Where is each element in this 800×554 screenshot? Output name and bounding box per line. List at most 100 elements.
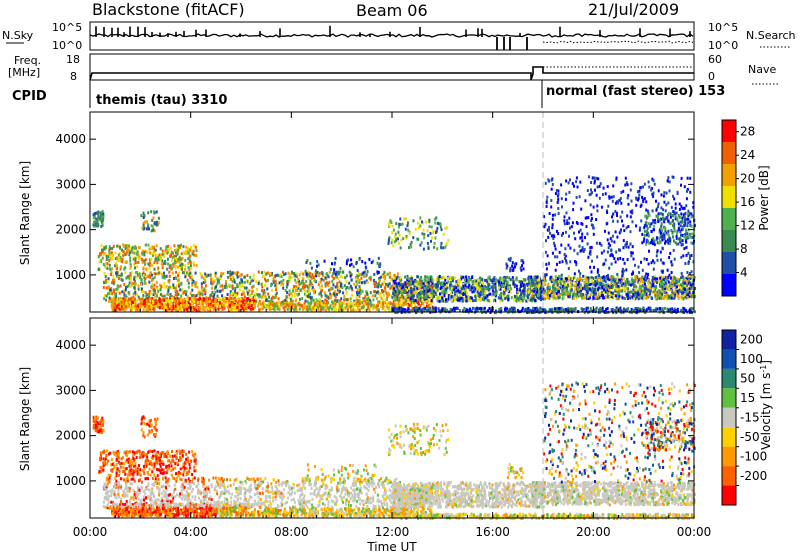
scatter-cell (378, 283, 381, 287)
scatter-cell (180, 243, 182, 247)
scatter-cell (397, 303, 400, 307)
scatter-cell (491, 289, 494, 293)
scatter-cell (300, 303, 303, 307)
scatter-cell (410, 245, 413, 249)
scatter-cell (318, 280, 321, 284)
scatter-cell (142, 221, 145, 225)
scatter-cell (442, 299, 445, 303)
scatter-cell (139, 276, 142, 279)
scatter-cell (423, 289, 426, 293)
scatter-cell (477, 286, 480, 290)
scatter-cell (360, 281, 363, 285)
scatter-cell (369, 275, 372, 279)
scatter-cell (425, 309, 428, 313)
scatter-cell (484, 278, 487, 282)
scatter-cell (451, 298, 453, 302)
scatter-cell (171, 266, 174, 270)
scatter-cell (214, 290, 217, 294)
scatter-cell (116, 273, 119, 277)
scatter-cell (119, 284, 122, 288)
scatter-cell (118, 291, 121, 295)
sky-left-tick-bottom: 10^0 (52, 39, 82, 52)
scatter-cell (283, 303, 286, 307)
scatter-cell (278, 304, 281, 308)
scatter-cell (111, 292, 114, 296)
scatter-cell (501, 298, 504, 302)
scatter-cell (113, 264, 116, 268)
scatter-cell (424, 284, 427, 288)
scatter-cell (389, 219, 392, 223)
scatter-cell (298, 289, 301, 292)
scatter-cell (153, 283, 156, 287)
scatter-cell (503, 280, 506, 284)
scatter-cell (296, 303, 299, 306)
scatter-cell (159, 247, 162, 251)
scatter-cell (362, 299, 365, 303)
scatter-cell (403, 217, 405, 221)
scatter-cell (125, 286, 127, 289)
scatter-cell (146, 223, 149, 227)
scatter-cell (539, 292, 542, 295)
scatter-cell (103, 281, 106, 285)
scatter-cell (504, 288, 507, 292)
scatter-cell (380, 304, 383, 308)
scatter-cell (346, 305, 349, 309)
scatter-cell (133, 277, 136, 281)
scatter-cell (322, 301, 325, 305)
scatter-cell (196, 300, 199, 304)
scatter-cell (286, 282, 289, 286)
scatter-cell (341, 286, 344, 290)
scatter-cell (455, 306, 458, 310)
scatter-cell (440, 291, 443, 295)
scatter-cell (156, 287, 159, 291)
scatter-cell (593, 308, 596, 312)
scatter-cell (320, 292, 322, 296)
scatter-cell (218, 281, 221, 285)
scatter-cell (230, 307, 233, 311)
scatter-cell (252, 297, 255, 301)
scatter-cell (393, 295, 396, 299)
scatter-cell (284, 288, 287, 292)
scatter-cell (437, 278, 440, 282)
scatter-cell (212, 295, 215, 299)
scatter-cell (152, 254, 155, 257)
cpid-label: CPID (12, 89, 47, 104)
scatter-cell (346, 308, 349, 312)
scatter-cell (364, 274, 367, 278)
scatter-cell (394, 235, 396, 239)
scatter-cell (116, 297, 119, 301)
scatter-cell (191, 297, 194, 301)
scatter-cell (445, 282, 448, 285)
scatter-cell (130, 296, 133, 300)
scatter-cell (431, 278, 434, 282)
scatter-cell (369, 291, 372, 295)
scatter-cell (471, 306, 474, 310)
scatter-cell (456, 307, 459, 310)
scatter-cell (141, 249, 144, 253)
scatter-cell (153, 276, 156, 280)
scatter-cell (330, 293, 333, 297)
scatter-cell (134, 261, 137, 265)
scatter-cell (479, 280, 482, 284)
scatter-cell (509, 307, 512, 311)
scatter-cell (430, 239, 432, 243)
scatter-cell (134, 279, 136, 283)
scatter-cell (166, 292, 169, 296)
scatter-cell (243, 280, 246, 284)
scatter-cell (334, 291, 337, 295)
scatter-cell (636, 306, 639, 310)
scatter-cell (221, 284, 224, 288)
scatter-cell (242, 289, 245, 293)
scatter-cell (311, 273, 314, 277)
scatter-cell (396, 290, 399, 293)
power-scatter (92, 175, 696, 315)
scatter-cell (131, 247, 134, 251)
scatter-cell (206, 306, 209, 309)
scatter-cell (462, 298, 465, 302)
scatter-cell (368, 308, 371, 312)
scatter-cell (334, 299, 337, 303)
scatter-cell (464, 284, 467, 287)
scatter-cell (367, 306, 370, 310)
scatter-cell (251, 285, 254, 289)
scatter-cell (294, 305, 297, 309)
